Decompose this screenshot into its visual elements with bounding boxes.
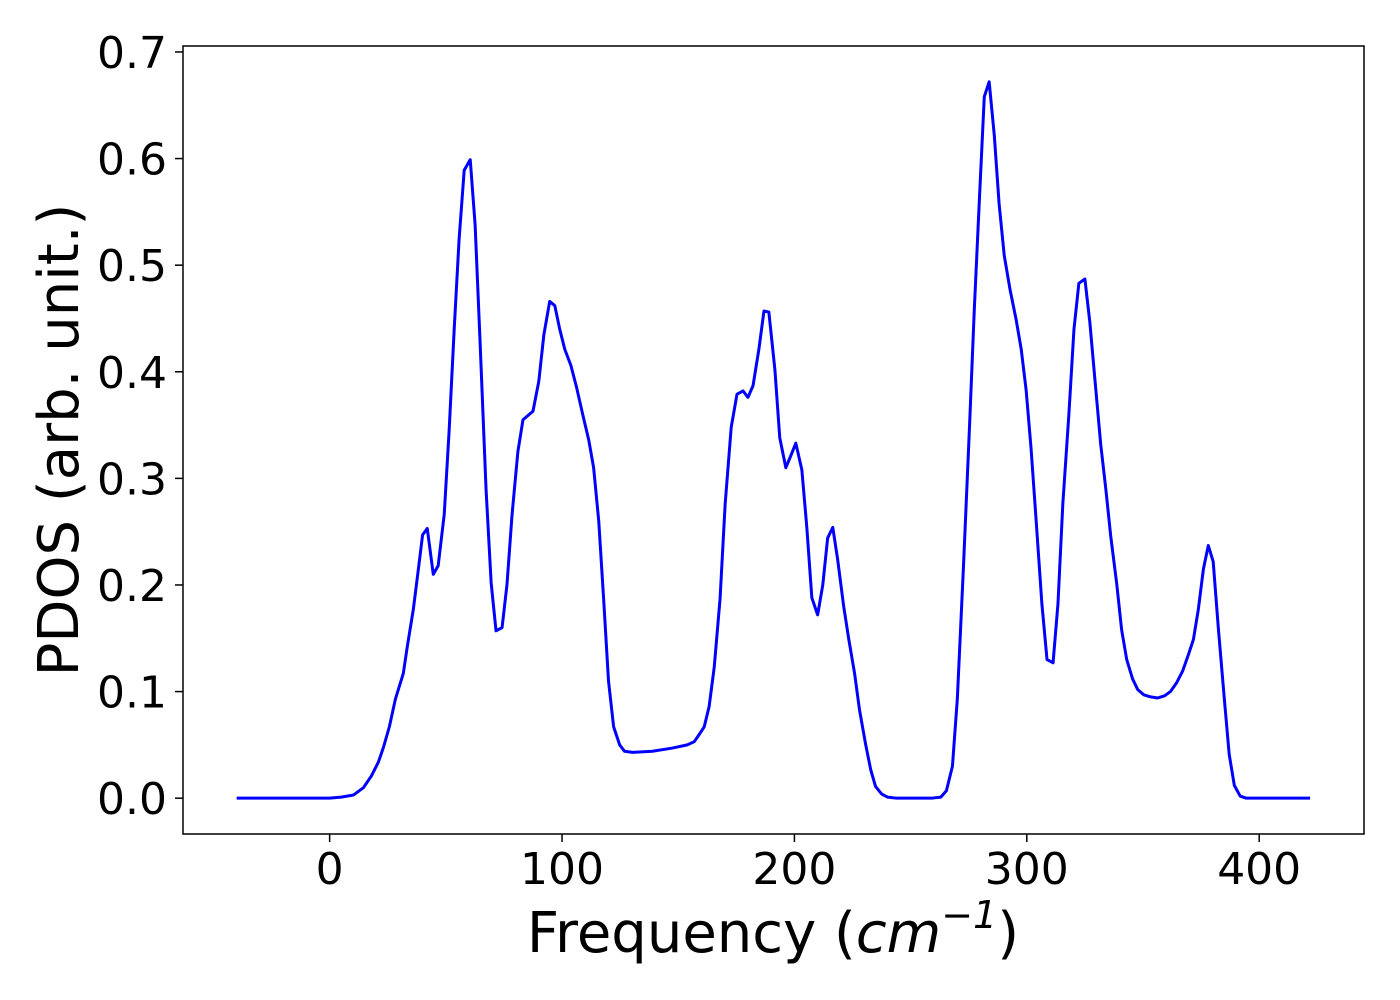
x-label-unit: cm [856,901,941,966]
y-tick-label: 0.4 [97,348,167,399]
y-tick-label: 0.1 [97,668,167,719]
x-tick-label: 100 [520,844,604,895]
y-tick-label: 0.6 [97,135,167,186]
x-label-text: Frequency ( [527,901,856,966]
y-tick-label: 0.0 [97,774,167,825]
y-axis-label: PDOS (arb. unit.) [27,204,92,677]
x-axis-label: Frequency (cm−1) [527,893,1019,966]
x-label-exponent: −1 [941,893,997,937]
x-label-close: ) [997,901,1019,966]
x-tick-label: 300 [985,844,1069,895]
line [236,80,1311,800]
x-tick-label: 200 [752,844,836,895]
plot-frame [182,45,1365,835]
x-tick-label: 0 [316,844,344,895]
y-tick-label: 0.7 [97,28,167,79]
x-tick-label: 400 [1217,844,1301,895]
y-tick-label: 0.5 [97,241,167,292]
y-tick-label: 0.3 [97,454,167,505]
y-tick-label: 0.2 [97,561,167,612]
